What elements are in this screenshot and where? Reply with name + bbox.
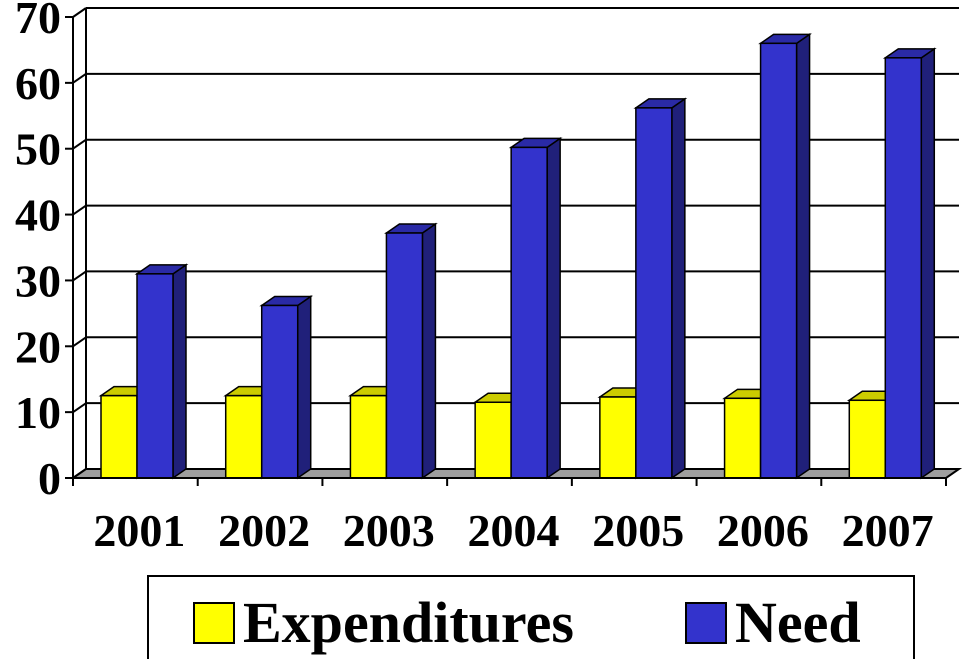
bar-need-2006 (759, 42, 798, 479)
x-tick-label: 2004 (468, 505, 560, 556)
legend: Expenditures Need (147, 575, 915, 659)
bar-side-need-2006 (795, 32, 811, 480)
x-tick-label: 2003 (343, 505, 435, 556)
y-tick-label: 60 (15, 58, 61, 109)
bar-chart: 0 10 20 30 40 50 60 70 2001 2002 2003 2004 2005 2006… (15, 0, 962, 556)
bar-expenditures-2001 (100, 394, 138, 479)
legend-item-expenditures: Expenditures (193, 590, 574, 655)
legend-item-need: Need (685, 590, 861, 655)
x-tick-label: 2007 (842, 505, 934, 556)
bar-expenditures-2004 (474, 401, 512, 479)
x-tick-label: 2006 (717, 505, 809, 556)
y-tick-label: 50 (15, 124, 61, 175)
bar-side-need-2002 (296, 295, 312, 480)
legend-swatch-expenditures (193, 602, 235, 644)
bar-expenditures-2002 (224, 394, 263, 479)
bar-need-2005 (635, 107, 673, 479)
gridline-side (72, 270, 87, 282)
bar-expenditures-2006 (723, 397, 762, 479)
y-tick-label: 30 (15, 255, 61, 306)
bar-side-need-2001 (172, 263, 187, 480)
gridline-side (72, 336, 87, 348)
bar-expenditures-2003 (349, 394, 388, 479)
gridline-side (72, 138, 87, 150)
bars (98, 32, 937, 480)
y-tick-labels: 0 10 20 30 40 50 60 70 (15, 0, 61, 504)
bar-side-need-2003 (421, 222, 437, 480)
x-tick-label: 2005 (592, 505, 684, 556)
bar-side-need-2007 (920, 47, 936, 480)
bar-need-2007 (884, 57, 923, 479)
legend-label-expenditures: Expenditures (243, 590, 574, 655)
bar-need-2002 (260, 304, 299, 479)
y-tick-label: 0 (38, 453, 61, 504)
gridline-side (72, 7, 87, 18)
legend-label-need: Need (735, 590, 861, 655)
y-tick-label: 20 (15, 321, 61, 372)
gridline-side (72, 204, 87, 216)
x-tick-label: 2002 (218, 505, 310, 556)
gridline-side (72, 73, 87, 84)
axes (65, 8, 947, 486)
bar-need-2001 (136, 273, 174, 479)
legend-swatch-need (685, 602, 727, 644)
y-tick-label: 70 (15, 0, 61, 43)
bar-need-2003 (385, 232, 424, 479)
bar-need-2004 (510, 146, 548, 479)
bar-side-need-2005 (671, 97, 686, 480)
x-tick-label: 2001 (93, 505, 185, 556)
bar-side-need-2004 (546, 136, 561, 480)
gridline-side (72, 402, 87, 413)
x-tick-labels: 2001 2002 2003 2004 2005 2006 2007 (93, 505, 933, 556)
y-tick-label: 10 (15, 387, 61, 438)
bar-expenditures-2007 (848, 399, 887, 479)
y-tick-label: 40 (15, 190, 61, 241)
bar-expenditures-2005 (599, 396, 637, 479)
